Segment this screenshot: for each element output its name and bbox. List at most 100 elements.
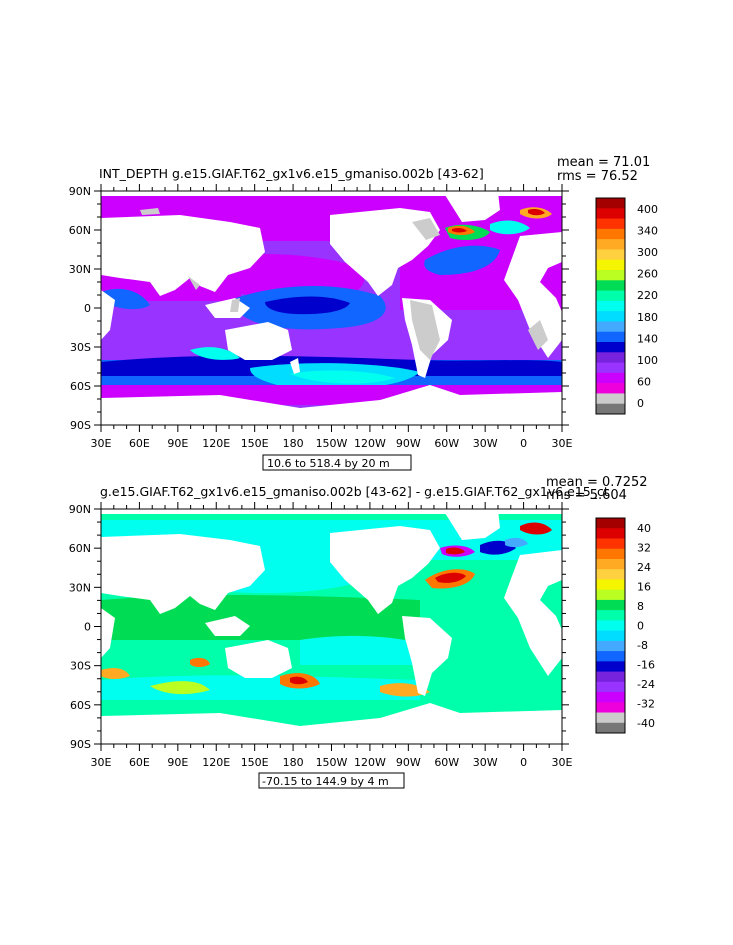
panel-1-colorbar-label: 260 (637, 268, 658, 281)
panel-1-colorbar-swatch (596, 239, 625, 250)
panel-2-colorbar-swatch (596, 640, 625, 652)
panel-2-colorbar-label: 8 (637, 600, 644, 613)
panel-1-colorbar-swatch (596, 352, 625, 364)
panel-1-colorbar-label: 220 (637, 289, 658, 302)
panel-2-colorbar-swatch (596, 712, 625, 724)
panel-2-x-tick-label: 30E (552, 756, 573, 769)
panel-1-x-tick-label: 180 (283, 437, 304, 450)
panel-2-colorbar-swatch (596, 620, 625, 632)
panel-1-colorbar-swatch (596, 208, 625, 220)
panel-2-colorbar-label: -40 (637, 717, 655, 730)
panel-2-x-tick-label: 180 (283, 756, 304, 769)
panel-2-x-tick-label: 0 (520, 756, 527, 769)
panel-2-colorbar-swatch (596, 528, 625, 539)
panel-2-rms: rms = 5.604 (546, 488, 627, 503)
panel-1-x-tick-label: 30E (91, 437, 112, 450)
panel-2-colorbar-label: 24 (637, 561, 651, 574)
panel-2-x-tick-label: 120W (354, 756, 386, 769)
panel-2-y-tick-label: 0 (84, 621, 91, 634)
panel-2-colorbar-swatch (596, 651, 625, 662)
panel-1-colorbar-swatch (596, 270, 625, 281)
panel-1-colorbar-swatch (596, 290, 625, 302)
panel-1-y-tick-label: 90N (69, 185, 91, 198)
panel-1-colorbar-swatch (596, 331, 625, 343)
panel-2-colorbar-frame (595, 517, 626, 734)
panel-2-y-tick-label: 30N (69, 581, 91, 594)
panel-1-x-tick-label: 0 (520, 437, 527, 450)
panel-2-colorbar-swatch (596, 579, 625, 591)
panel-1-colorbar-swatch (596, 342, 625, 353)
panel-1-map (101, 191, 562, 425)
panel-2-colorbar-swatch (596, 681, 625, 693)
panel-1-y-tick-label: 60S (70, 380, 91, 393)
panel-1-colorbar-swatch (596, 393, 625, 405)
panel-1-range-label: 10.6 to 518.4 by 20 m (267, 457, 390, 470)
panel-2-x-tick-label: 30E (91, 756, 112, 769)
panel-1: INT_DEPTH g.e15.GIAF.T62_gx1v6.e15_gmani… (69, 155, 658, 471)
panel-1-colorbar-label: 300 (637, 246, 658, 259)
panel-2-colorbar-swatch (596, 538, 625, 550)
panel-2-colorbar-swatch (596, 558, 625, 570)
panel-1-colorbar-swatch (596, 259, 625, 271)
panel-1-x-tick-label: 60W (434, 437, 459, 450)
panel-2-y-tick-label: 60S (70, 699, 91, 712)
panel-2-colorbar-swatch (596, 671, 625, 683)
panel-2-y-tick-label: 90N (69, 503, 91, 516)
panel-2-colorbar-label: -8 (637, 639, 648, 652)
panel-1-x-tick-label: 90E (167, 437, 188, 450)
panel-1-rms: rms = 76.52 (557, 169, 638, 184)
panel-2-colorbar-swatch (596, 548, 625, 560)
panel-2-colorbar-swatch (596, 702, 625, 714)
panel-1-y-tick-label: 30N (69, 263, 91, 276)
panel-1-x-tick-label: 30W (473, 437, 498, 450)
panel-1-colorbar-swatch (596, 300, 625, 312)
panel-2-x-tick-label: 120E (202, 756, 230, 769)
panel-1-y-tick-label: 90S (70, 419, 91, 432)
panel-1-colorbar-label: 400 (637, 203, 658, 216)
panel-1-colorbar-label: 60 (637, 376, 651, 389)
panel-2-x-tick-label: 30W (473, 756, 498, 769)
panel-1-colorbar-swatch (596, 403, 625, 415)
panel-1-colorbar-swatch (596, 362, 625, 374)
panel-2-colorbar-label: 32 (637, 541, 651, 554)
panel-2-colorbar-swatch (596, 610, 625, 621)
panel-1-colorbar-swatch (596, 372, 625, 384)
panel-1-x-tick-label: 60E (129, 437, 150, 450)
panel-2-colorbar-swatch (596, 692, 625, 703)
panel-2-colorbar: 40 32 24 16 8 0 -8 -16 -24 -32 -40 (595, 517, 655, 734)
panel-2-x-tick-label: 150E (241, 756, 269, 769)
panel-1-x-tick-label: 90W (396, 437, 421, 450)
panel-2-colorbar-label: 40 (637, 522, 651, 535)
panel-1-title: INT_DEPTH g.e15.GIAF.T62_gx1v6.e15_gmani… (99, 166, 484, 181)
panel-1-mean: mean = 71.01 (557, 155, 650, 170)
panel-1-colorbar-swatch (596, 249, 625, 261)
panel-1-y-tick-label: 30S (70, 341, 91, 354)
panel-2-mean: mean = 0.7252 (546, 475, 648, 490)
panel-2-colorbar-swatch (596, 569, 625, 580)
panel-2-y-tick-label: 60N (69, 542, 91, 555)
panel-1-x-tick-label: 150W (316, 437, 348, 450)
panel-1-colorbar-swatch (596, 383, 625, 394)
panel-2-y-tick-label: 90S (70, 738, 91, 751)
panel-2-map (101, 509, 562, 744)
panel-1-colorbar-swatch (596, 198, 625, 209)
panel-1-x-tick-label: 150E (241, 437, 269, 450)
panel-1-y-tick-label: 60N (69, 224, 91, 237)
panel-2-axes: 30E 60E 90E 120E 150E 180 150W 120W 90W 60W 30W 0 30… (69, 502, 573, 769)
panel-2-colorbar-label: -16 (637, 659, 655, 672)
panel-1-x-tick-label: 30E (552, 437, 573, 450)
panel-1-colorbar-label: 140 (637, 332, 658, 345)
panel-2-land (101, 509, 562, 744)
panel-1-colorbar-label: 340 (637, 224, 658, 237)
panel-2-colorbar-swatch (596, 630, 625, 642)
panel-1-colorbar-label: 0 (637, 397, 644, 410)
panel-1-colorbar-label: 180 (637, 311, 658, 324)
panel-2-colorbar-swatch (596, 589, 625, 601)
panel-2-colorbar-swatch (596, 599, 625, 611)
panel-2-x-tick-label: 90W (396, 756, 421, 769)
panel-2-colorbar-label: 0 (637, 620, 644, 633)
panel-1-y-tick-label: 0 (84, 302, 91, 315)
panel-1-gray (140, 208, 548, 360)
panel-1-colorbar-swatch (596, 311, 625, 322)
